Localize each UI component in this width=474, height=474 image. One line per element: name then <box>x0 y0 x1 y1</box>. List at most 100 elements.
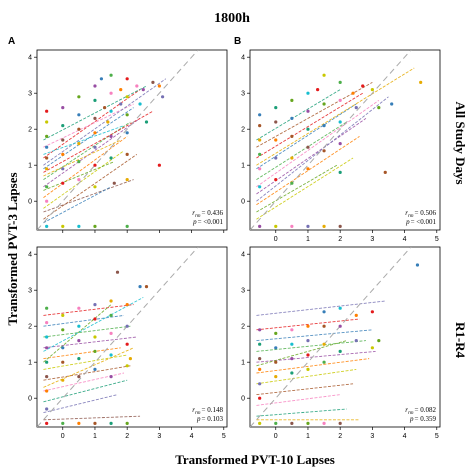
data-point <box>61 152 65 156</box>
data-point <box>125 303 129 307</box>
y-tick-label: 4 <box>241 252 245 259</box>
data-point <box>383 170 387 174</box>
panel-letter-b: B <box>234 36 241 47</box>
data-point <box>322 149 326 153</box>
data-point <box>338 142 342 146</box>
fit-line <box>43 103 134 148</box>
data-point <box>93 224 97 228</box>
stat-r-symbol: r <box>192 209 195 217</box>
stat-p: p= <0.001 <box>192 218 223 226</box>
data-point <box>45 335 49 339</box>
data-point <box>125 178 129 182</box>
stat-p-symbol: p <box>405 218 410 226</box>
data-point <box>61 360 65 364</box>
fit-line <box>43 161 115 191</box>
data-point <box>77 224 81 228</box>
fit-line <box>43 110 154 173</box>
data-point <box>274 120 278 124</box>
data-point <box>109 73 113 77</box>
data-point <box>45 185 49 189</box>
row-label-r1-r4: R1-R4 <box>453 322 468 359</box>
fit-line <box>256 67 415 166</box>
data-point <box>157 163 161 167</box>
data-point <box>45 145 49 149</box>
data-point <box>93 163 97 167</box>
data-point <box>93 98 97 102</box>
identity-line <box>250 247 412 427</box>
data-point <box>138 102 142 106</box>
data-point <box>61 421 65 425</box>
data-point <box>93 335 97 339</box>
fit-line <box>43 150 125 209</box>
data-point <box>338 349 342 353</box>
stat-r-value: = 0.148 <box>202 406 224 414</box>
figure-title: 1800h <box>214 11 250 26</box>
data-point <box>45 134 49 138</box>
data-point <box>61 224 65 228</box>
data-point <box>377 106 381 110</box>
data-point <box>141 88 145 92</box>
data-point <box>338 120 342 124</box>
data-point <box>109 353 113 357</box>
fit-line <box>256 100 380 188</box>
data-point <box>306 145 310 149</box>
data-point <box>99 77 104 81</box>
data-point <box>290 134 294 138</box>
stat-p: p= <0.001 <box>405 218 436 226</box>
data-point <box>109 313 113 317</box>
data-point <box>61 138 65 142</box>
data-point <box>45 167 49 171</box>
fit-line <box>43 347 134 388</box>
data-point <box>45 421 49 425</box>
data-point <box>93 367 97 371</box>
data-point <box>109 156 113 160</box>
data-point <box>306 339 310 343</box>
y-tick-label: 2 <box>28 324 32 331</box>
stat-r-sub: rm <box>195 411 201 416</box>
x-axis-label: Transformed PVT-10 Lapses <box>175 452 335 467</box>
data-point <box>109 299 113 303</box>
data-point <box>322 124 326 128</box>
data-point <box>306 127 310 131</box>
data-point <box>93 185 97 189</box>
data-point <box>316 88 320 92</box>
y-tick-label: 0 <box>28 199 32 206</box>
data-point <box>258 185 262 189</box>
data-point <box>361 84 365 88</box>
data-point <box>306 109 310 113</box>
y-tick-label: 3 <box>28 91 32 98</box>
data-point <box>274 360 278 364</box>
data-point <box>77 178 81 182</box>
data-point <box>45 156 49 160</box>
data-point <box>274 346 278 350</box>
data-point <box>290 156 294 160</box>
data-point <box>77 375 81 379</box>
x-tick-label: 2 <box>338 433 342 440</box>
fit-line <box>43 304 112 363</box>
data-point <box>61 328 65 332</box>
data-point <box>115 270 120 274</box>
data-point <box>45 120 49 124</box>
data-point <box>45 407 49 411</box>
data-point <box>45 321 49 325</box>
x-tick-label: 1 <box>93 433 97 440</box>
data-point <box>61 106 65 110</box>
y-axis-label: Transformed PVT-3 Lapses <box>5 172 20 325</box>
data-point <box>109 134 113 138</box>
data-point <box>125 77 129 81</box>
stat-r-value: = 0.082 <box>415 406 437 414</box>
fit-line <box>256 157 354 220</box>
data-point <box>125 224 129 228</box>
data-point <box>151 80 155 84</box>
data-point <box>61 181 65 185</box>
data-point <box>390 102 394 106</box>
fit-line <box>43 379 128 403</box>
x-tick-label: 2 <box>125 433 129 440</box>
fit-line <box>256 340 347 367</box>
y-tick-label: 4 <box>241 55 245 62</box>
data-point <box>322 73 326 77</box>
